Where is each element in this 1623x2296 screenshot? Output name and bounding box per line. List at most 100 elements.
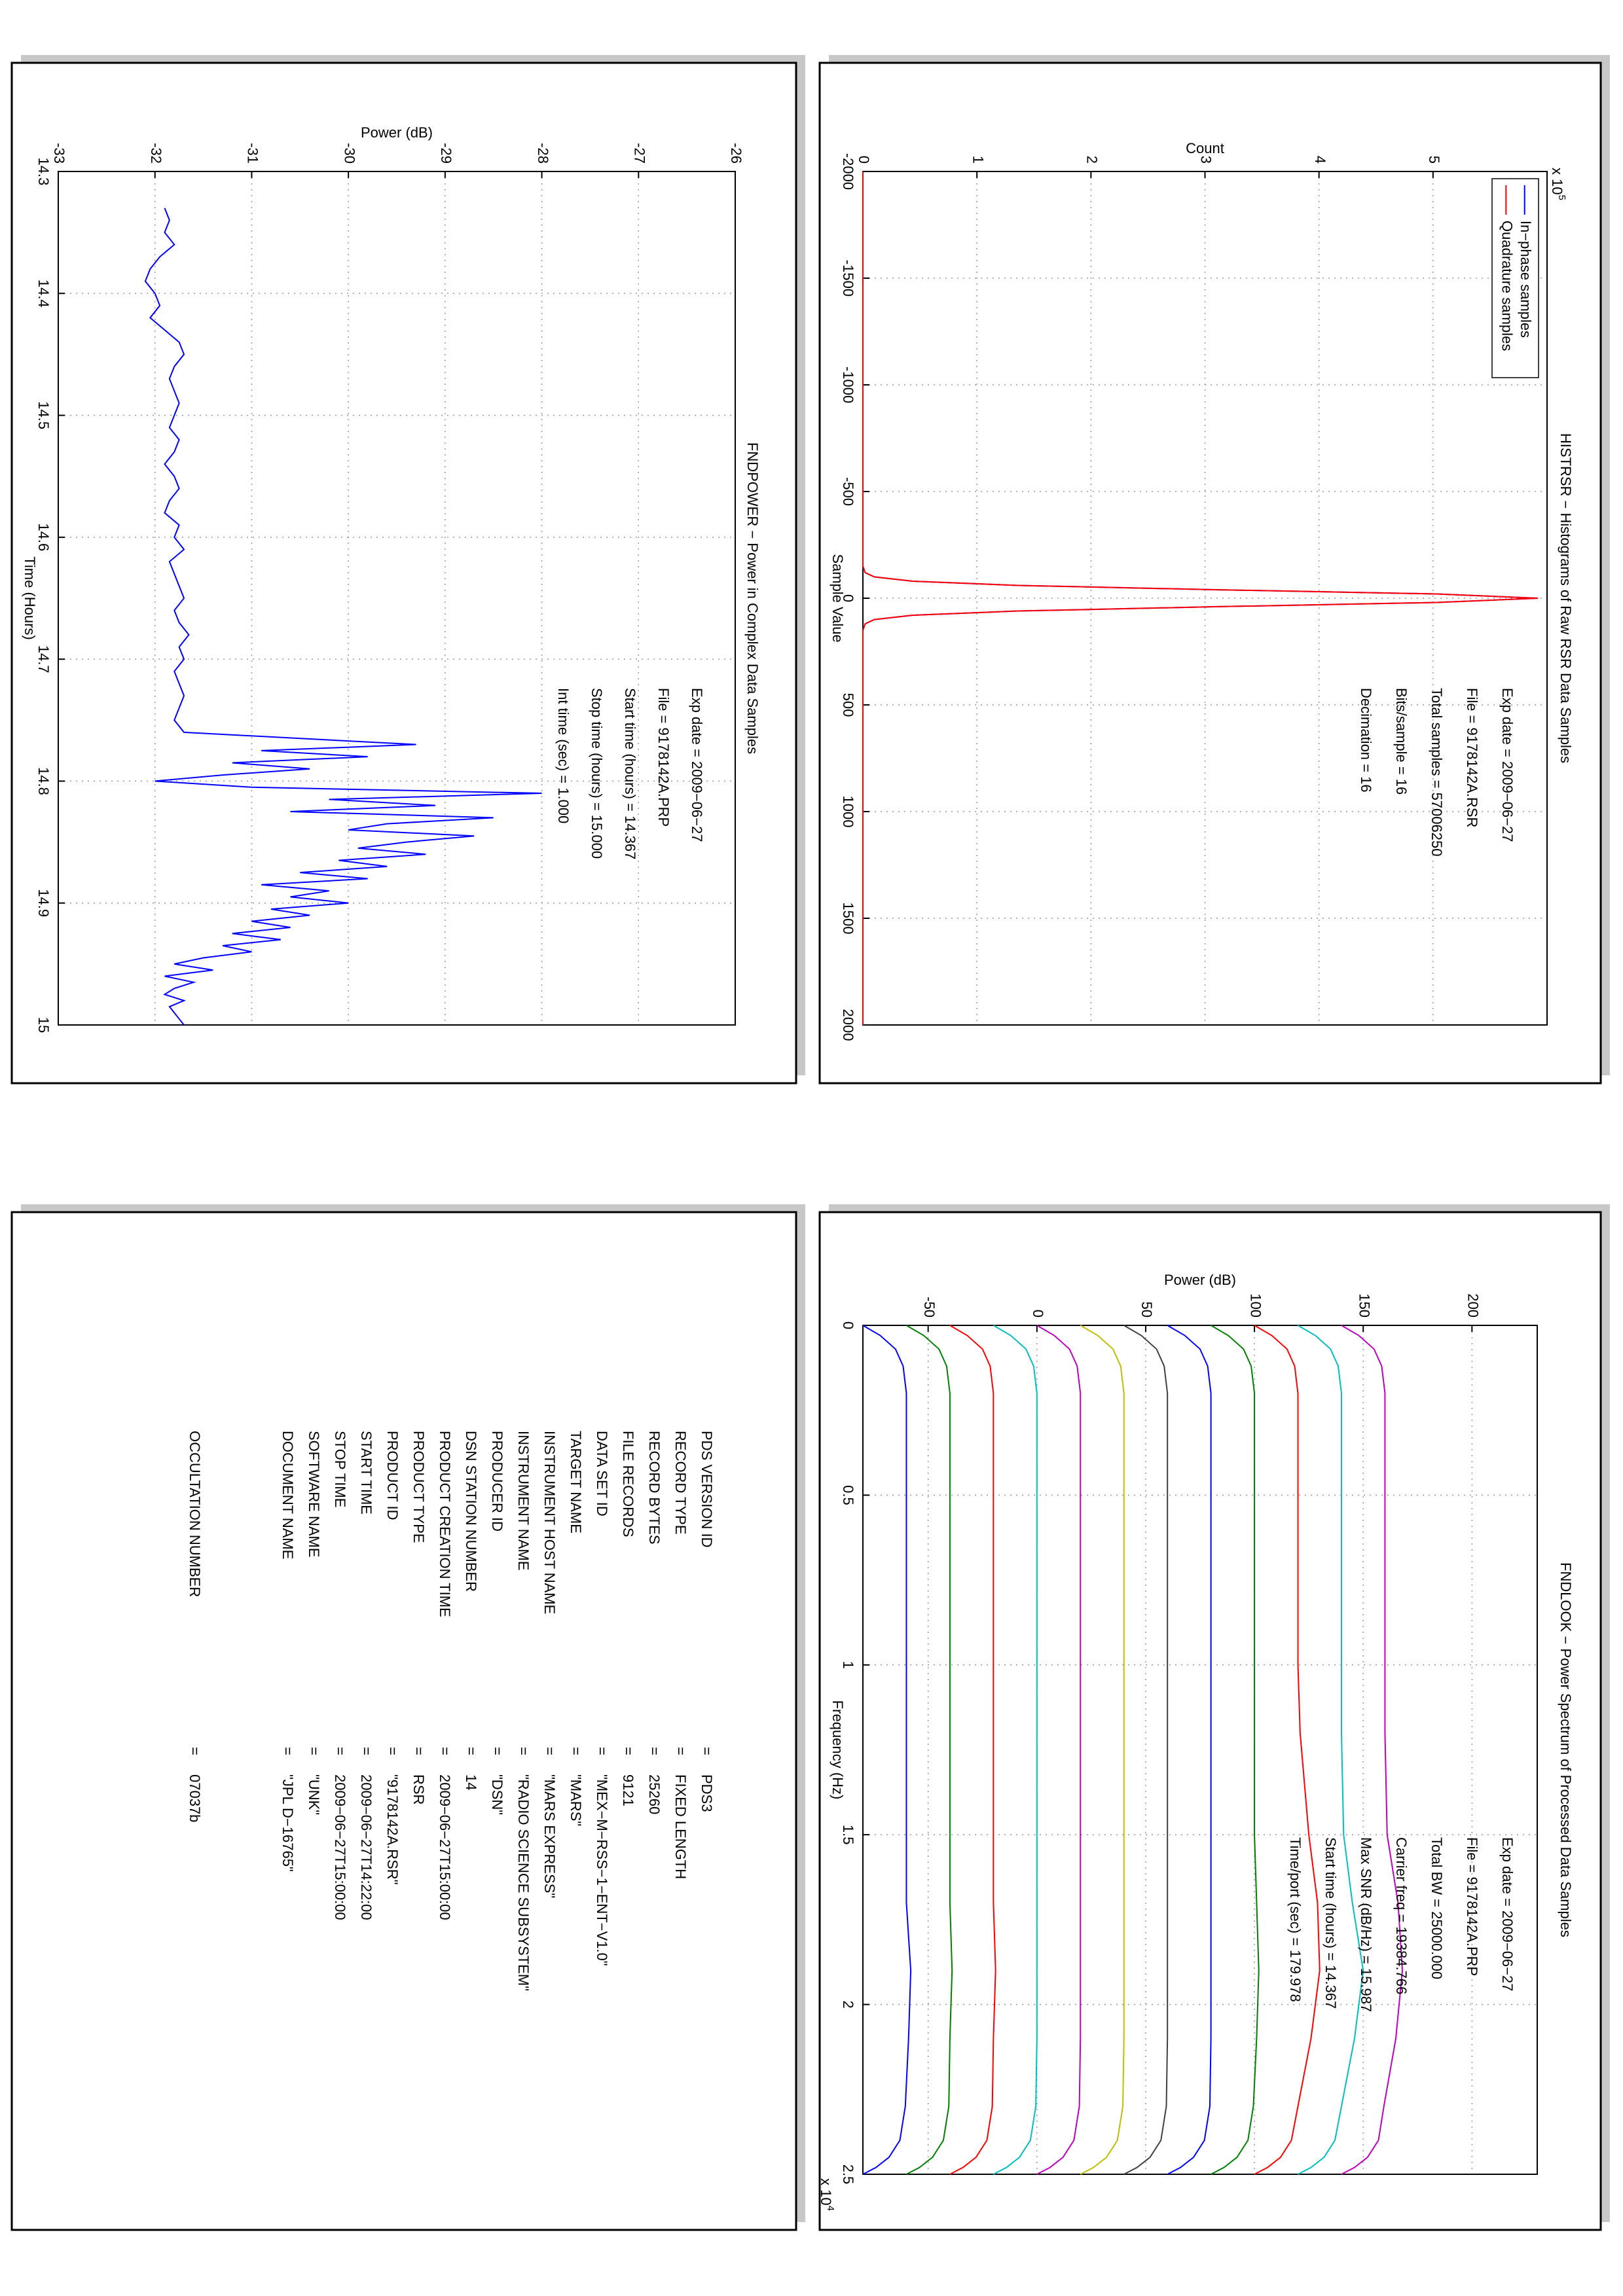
multiplier-exponent: 5 xyxy=(1556,195,1567,200)
label-separator: = xyxy=(410,1747,427,1755)
x-tick-label: 14.7 xyxy=(35,645,52,673)
label-value: 2009−06−27T15:00:00 xyxy=(332,1774,348,1920)
data-line xyxy=(993,1325,1038,2175)
x-tick-label: 0.5 xyxy=(840,1485,856,1505)
x-tick-label: 14.5 xyxy=(35,401,52,429)
annotation: Time/port (sec) = 179.978 xyxy=(1287,1837,1304,2002)
x-tick-label: -1500 xyxy=(840,260,856,296)
annotation: Carrier freq = 19384.766 xyxy=(1393,1837,1410,1994)
plot-area xyxy=(58,171,736,1026)
data-line xyxy=(862,171,1539,1025)
y-tick-label: -26 xyxy=(728,143,744,164)
data-line xyxy=(1254,1325,1321,2175)
label-separator: = xyxy=(568,1747,584,1755)
x-tick-label: 1500 xyxy=(840,903,856,935)
x-tick-label: 2.5 xyxy=(840,2164,856,2185)
panel-frame xyxy=(10,62,797,1085)
label-value: PDS3 xyxy=(699,1774,715,1812)
data-line xyxy=(949,1325,996,2175)
label-value: 9121 xyxy=(620,1774,636,1806)
label-separator: = xyxy=(187,1747,203,1755)
x-tick-label: 14.6 xyxy=(35,523,52,551)
y-tick-label: -28 xyxy=(535,143,551,164)
label-value: 2009−06−27T15:00:00 xyxy=(437,1774,453,1920)
label-separator: = xyxy=(384,1747,401,1755)
data-line xyxy=(1211,1325,1260,2175)
annotation: Exp date = 2009−06−27 xyxy=(1499,1837,1516,1992)
annotation: Start time (hours) = 14.367 xyxy=(1322,1837,1339,2009)
y-tick-label: -50 xyxy=(921,1297,938,1318)
data-line xyxy=(1036,1325,1082,2175)
panel-frame xyxy=(818,62,1602,1085)
x-tick-label: 1 xyxy=(840,1661,856,1669)
label-key: OCCULTATION NUMBER xyxy=(187,1431,203,1597)
label-value: 14 xyxy=(463,1774,479,1790)
chart-title: FNDLOOK − Power Spectrum of Processed Da… xyxy=(1558,1562,1574,1937)
label-key: PRODUCER ID xyxy=(489,1431,505,1532)
x-tick-label: 500 xyxy=(840,693,856,717)
annotation: Stop time (hours) = 15.000 xyxy=(589,688,605,859)
y-tick-label: 5 xyxy=(1426,156,1442,164)
label-key: INSTRUMENT HOST NAME xyxy=(541,1431,558,1614)
y-tick-label: 100 xyxy=(1247,1293,1264,1318)
x-tick-label: 2 xyxy=(840,2000,856,2008)
label-key: RECORD BYTES xyxy=(646,1431,663,1545)
label-separator: = xyxy=(358,1747,374,1755)
y-tick-label: 0 xyxy=(856,156,872,164)
y-axis-label: Power (dB) xyxy=(361,124,433,141)
data-line xyxy=(1298,1325,1364,2175)
legend-entry: Quadrature samples xyxy=(1499,221,1515,351)
annotation: Int time (sec) = 1.000 xyxy=(555,688,572,823)
y-tick-label: -30 xyxy=(341,143,357,164)
plot-area xyxy=(862,171,1548,1026)
label-value: "MARS EXPRESS" xyxy=(541,1774,558,1898)
x-tick-label: 2000 xyxy=(840,1009,856,1041)
chart-title: FNDPOWER − Power in Complex Data Samples xyxy=(744,442,761,754)
label-key: PRODUCT TYPE xyxy=(410,1431,427,1543)
label-separator: = xyxy=(620,1747,636,1755)
legend-entry: In−phase samples xyxy=(1518,221,1534,338)
label-value: FIXED LENGTH xyxy=(672,1774,689,1879)
annotation: Bits/sample = 16 xyxy=(1393,688,1410,795)
annotation: Max SNR (dB/Hz) = 15.987 xyxy=(1358,1837,1374,2012)
label-value: 25260 xyxy=(646,1774,663,1814)
data-line xyxy=(862,1325,912,2175)
y-tick-label: 4 xyxy=(1312,156,1328,164)
label-value: "MARS" xyxy=(568,1774,584,1826)
axis-multiplier: x 105 xyxy=(1549,168,1567,200)
y-tick-label: 0 xyxy=(1030,1310,1046,1318)
y-tick-label: 150 xyxy=(1356,1293,1372,1318)
label-separator: = xyxy=(306,1747,322,1755)
y-axis-label: Count xyxy=(1186,140,1224,156)
x-tick-label: 14.9 xyxy=(35,889,52,917)
label-key: RECORD TYPE xyxy=(672,1431,689,1535)
label-value: "UNK" xyxy=(306,1774,322,1815)
y-tick-label: -27 xyxy=(631,143,647,164)
label-key: SOFTWARE NAME xyxy=(306,1431,322,1558)
label-value: "MEX−M−RSS−1−ENT−V1.0" xyxy=(594,1774,610,1966)
legend-box xyxy=(1491,178,1539,378)
annotation: File = 9178142A.PRP xyxy=(1464,1837,1480,1976)
x-tick-label: 15 xyxy=(35,1017,52,1033)
x-tick-label: 0 xyxy=(840,594,856,602)
label-key: STOP TIME xyxy=(332,1431,348,1507)
label-separator: = xyxy=(437,1747,453,1755)
y-axis-label: Power (dB) xyxy=(1164,1272,1236,1288)
label-key: TARGET NAME xyxy=(568,1431,584,1534)
annotation: Decimation = 16 xyxy=(1358,688,1374,793)
label-key: START TIME xyxy=(358,1431,374,1515)
annotation: Exp date = 2009−06−27 xyxy=(1499,688,1516,842)
y-tick-label: 200 xyxy=(1465,1293,1482,1318)
panel-frame xyxy=(10,1211,797,2231)
label-key: INSTRUMENT NAME xyxy=(515,1431,532,1571)
x-axis-label: Frequency (Hz) xyxy=(830,1700,846,1800)
x-tick-label: -1000 xyxy=(840,367,856,403)
label-separator: = xyxy=(594,1747,610,1755)
y-tick-label: -31 xyxy=(245,143,261,164)
x-tick-label: -500 xyxy=(840,477,856,506)
plot-area xyxy=(862,1325,1538,2175)
annotation: File = 9178142A.PRP xyxy=(655,688,672,827)
data-line xyxy=(1167,1325,1212,2175)
label-separator: = xyxy=(699,1747,715,1755)
label-separator: = xyxy=(463,1747,479,1755)
